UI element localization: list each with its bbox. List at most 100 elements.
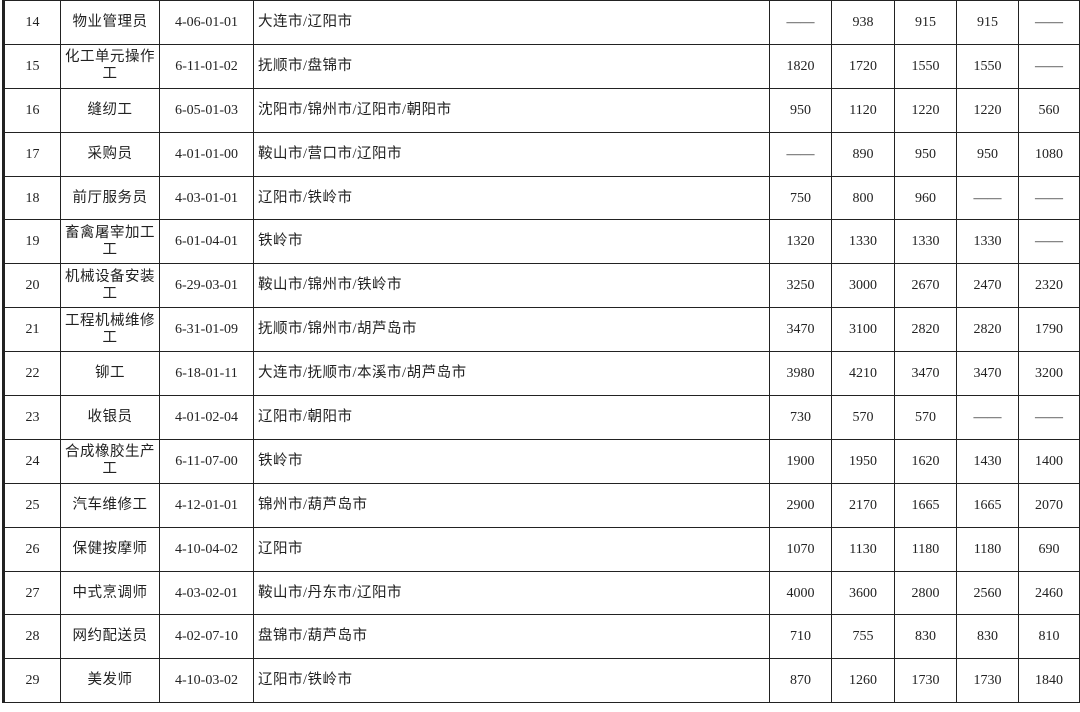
value-cell: 1330 (831, 219, 895, 265)
row-number-cell: 20 (2, 263, 61, 309)
occupation-code-cell: 6-29-03-01 (159, 263, 254, 309)
value-cell: 1260 (831, 658, 895, 704)
cities-cell: 铁岭市 (253, 219, 770, 265)
value-cell: 1220 (956, 87, 1019, 133)
occupation-code-cell: 6-18-01-11 (159, 351, 254, 397)
row-number-cell: 29 (2, 658, 61, 704)
row-number-cell: 22 (2, 351, 61, 397)
cities-cell: 辽阳市/铁岭市 (253, 658, 770, 704)
value-cell: —— (769, 131, 832, 177)
value-cell: —— (956, 395, 1019, 440)
occupation-name-cell: 物业管理员 (60, 0, 160, 45)
occupation-code-cell: 4-10-03-02 (159, 658, 254, 704)
value-cell: 2470 (956, 263, 1019, 309)
row-number-cell: 24 (2, 438, 61, 484)
value-cell: 1950 (831, 438, 895, 484)
value-cell: 950 (769, 87, 832, 133)
occupation-name-cell: 铆工 (60, 351, 160, 397)
value-cell: 1620 (894, 438, 957, 484)
value-cell: 570 (894, 395, 957, 440)
cities-cell: 辽阳市 (253, 526, 770, 572)
table-row: 24 合成橡胶生产工 6-11-07-00 铁岭市 1900 1950 1620 1430 14… (2, 438, 1080, 484)
value-cell: 870 (769, 658, 832, 704)
cities-cell: 鞍山市/丹东市/辽阳市 (253, 570, 770, 616)
occupation-name-cell: 机械设备安装工 (60, 263, 160, 309)
row-number-cell: 15 (2, 43, 61, 89)
value-cell: 1220 (894, 87, 957, 133)
value-cell: 1080 (1018, 131, 1080, 177)
value-cell: 1550 (956, 43, 1019, 89)
table-row: 15 化工单元操作工 6-11-01-02 抚顺市/盘锦市 1820 1720 1550 15… (2, 43, 1080, 89)
occupation-name-cell: 网约配送员 (60, 614, 160, 660)
value-cell: 2170 (831, 482, 895, 528)
value-cell: —— (1018, 175, 1080, 221)
occupation-code-cell: 4-06-01-01 (159, 0, 254, 45)
table-row: 18 前厅服务员 4-03-01-01 辽阳市/铁岭市 750 800 960 —— —— (2, 175, 1080, 221)
value-cell: —— (1018, 219, 1080, 265)
value-cell: 1730 (894, 658, 957, 704)
value-cell: 3470 (769, 307, 832, 353)
cities-cell: 盘锦市/葫芦岛市 (253, 614, 770, 660)
value-cell: 810 (1018, 614, 1080, 660)
row-number-cell: 16 (2, 87, 61, 133)
cities-cell: 辽阳市/铁岭市 (253, 175, 770, 221)
value-cell: 1130 (831, 526, 895, 572)
occupation-name-cell: 采购员 (60, 131, 160, 177)
row-number-cell: 25 (2, 482, 61, 528)
occupation-code-cell: 4-02-07-10 (159, 614, 254, 660)
value-cell: 2800 (894, 570, 957, 616)
value-cell: —— (1018, 395, 1080, 440)
value-cell: 2560 (956, 570, 1019, 616)
value-cell: 2320 (1018, 263, 1080, 309)
value-cell: 3250 (769, 263, 832, 309)
table-row: 25 汽车维修工 4-12-01-01 锦州市/葫芦岛市 2900 2170 1665 166… (2, 482, 1080, 528)
occupation-code-cell: 4-01-02-04 (159, 395, 254, 440)
value-cell: 1330 (894, 219, 957, 265)
row-number-cell: 21 (2, 307, 61, 353)
occupation-code-cell: 4-12-01-01 (159, 482, 254, 528)
row-number-cell: 14 (2, 0, 61, 45)
occupation-name-cell: 中式烹调师 (60, 570, 160, 616)
table-row: 23 收银员 4-01-02-04 辽阳市/朝阳市 730 570 570 —— —— (2, 395, 1080, 440)
occupation-name-cell: 缝纫工 (60, 87, 160, 133)
table-row: 20 机械设备安装工 6-29-03-01 鞍山市/锦州市/铁岭市 3250 3000 26… (2, 263, 1080, 309)
value-cell: 2820 (956, 307, 1019, 353)
value-cell: 830 (956, 614, 1019, 660)
value-cell: 3470 (956, 351, 1019, 397)
value-cell: —— (769, 0, 832, 45)
cities-cell: 辽阳市/朝阳市 (253, 395, 770, 440)
value-cell: 830 (894, 614, 957, 660)
value-cell: —— (1018, 0, 1080, 45)
table-row: 29 美发师 4-10-03-02 辽阳市/铁岭市 870 1260 1730 1730 184… (2, 658, 1080, 704)
occupation-code-cell: 4-10-04-02 (159, 526, 254, 572)
value-cell: 3600 (831, 570, 895, 616)
value-cell: 950 (894, 131, 957, 177)
occupation-code-cell: 4-01-01-00 (159, 131, 254, 177)
occupation-code-cell: 4-03-01-01 (159, 175, 254, 221)
value-cell: 1550 (894, 43, 957, 89)
value-cell: —— (1018, 43, 1080, 89)
cities-cell: 鞍山市/营口市/辽阳市 (253, 131, 770, 177)
occupation-code-cell: 6-01-04-01 (159, 219, 254, 265)
value-cell: 960 (894, 175, 957, 221)
cities-cell: 抚顺市/锦州市/胡芦岛市 (253, 307, 770, 353)
occupation-code-cell: 6-05-01-03 (159, 87, 254, 133)
row-number-cell: 26 (2, 526, 61, 572)
table-row: 14 物业管理员 4-06-01-01 大连市/辽阳市 —— 938 915 915 —— (2, 0, 1080, 45)
value-cell: 1720 (831, 43, 895, 89)
value-cell: 3100 (831, 307, 895, 353)
occupation-name-cell: 汽车维修工 (60, 482, 160, 528)
row-number-cell: 23 (2, 395, 61, 440)
cities-cell: 沈阳市/锦州市/辽阳市/朝阳市 (253, 87, 770, 133)
value-cell: 890 (831, 131, 895, 177)
occupation-code-cell: 6-31-01-09 (159, 307, 254, 353)
value-cell: 750 (769, 175, 832, 221)
row-number-cell: 28 (2, 614, 61, 660)
cities-cell: 铁岭市 (253, 438, 770, 484)
row-number-cell: 27 (2, 570, 61, 616)
value-cell: 1070 (769, 526, 832, 572)
value-cell: 938 (831, 0, 895, 45)
value-cell: 730 (769, 395, 832, 440)
